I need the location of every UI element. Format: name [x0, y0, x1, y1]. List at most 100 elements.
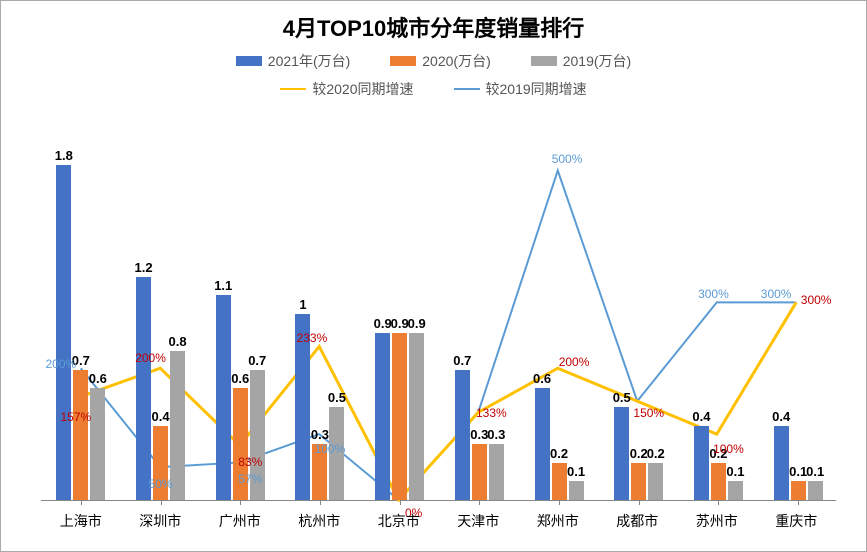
x-axis: 上海市深圳市广州市杭州市北京市天津市郑州市成都市苏州市重庆市 — [41, 511, 836, 531]
bar-value-label: 0.6 — [533, 371, 551, 386]
legend-swatch-line — [280, 88, 306, 90]
legend-swatch-line — [454, 88, 480, 90]
x-axis-label: 北京市 — [359, 511, 439, 531]
growth-label: 133% — [476, 406, 507, 420]
growth-label: 200% — [135, 351, 166, 365]
bar — [694, 426, 709, 500]
bar-value-label: 0.6 — [231, 371, 249, 386]
legend-swatch — [236, 56, 262, 66]
bar — [614, 407, 629, 500]
bar — [631, 463, 646, 500]
bar — [56, 165, 71, 500]
bar — [472, 444, 487, 500]
growth-label: 200% — [559, 355, 590, 369]
legend-item: 2020(万台) — [390, 51, 490, 71]
x-axis-label: 重庆市 — [757, 511, 837, 531]
bar-value-label: 0.6 — [89, 371, 107, 386]
bar-value-label: 0.5 — [328, 390, 346, 405]
growth-label: 300% — [761, 287, 792, 301]
bar-group: 0.90.90.9 — [360, 131, 440, 500]
growth-label: 83% — [238, 455, 262, 469]
bar-value-label: 1.2 — [134, 260, 152, 275]
x-tick — [798, 500, 799, 505]
growth-label: 100% — [713, 442, 744, 456]
bar — [392, 333, 407, 500]
legend: 2021年(万台) 2020(万台) 2019(万台) 较2020同期增速 较2019同… — [88, 51, 780, 99]
bar-group: 0.50.20.2 — [599, 131, 679, 500]
bar-group: 1.80.70.6 — [41, 131, 121, 500]
growth-label: 100% — [315, 442, 346, 456]
bar — [648, 463, 663, 500]
bar-value-label: 1.1 — [214, 278, 232, 293]
bar — [216, 295, 231, 500]
bar-value-label: 0.9 — [391, 316, 409, 331]
legend-label: 2020(万台) — [422, 51, 490, 71]
bar-value-label: 0.3 — [311, 427, 329, 442]
growth-label: 233% — [297, 331, 328, 345]
x-axis-label: 广州市 — [200, 511, 280, 531]
legend-item: 较2020同期增速 — [280, 79, 413, 99]
x-axis-label: 深圳市 — [121, 511, 201, 531]
x-axis-label: 上海市 — [41, 511, 121, 531]
bar-value-label: 0.4 — [692, 409, 710, 424]
bar-value-label: 1 — [299, 297, 306, 312]
bar — [808, 481, 823, 500]
bar — [774, 426, 789, 500]
bar — [455, 370, 470, 500]
chart-title: 4月TOP10城市分年度销量排行 — [1, 1, 866, 43]
bar-group: 0.7 0.30.3 — [440, 131, 520, 500]
bar-value-label: 0.3 — [470, 427, 488, 442]
bar — [535, 388, 550, 500]
legend-label: 较2020同期增速 — [312, 79, 413, 99]
x-tick — [559, 500, 560, 505]
x-tick — [320, 500, 321, 505]
growth-label: 200% — [45, 357, 76, 371]
bar-value-label: 0.5 — [613, 390, 631, 405]
x-axis-label: 成都市 — [598, 511, 678, 531]
x-axis-label: 郑州市 — [518, 511, 598, 531]
bar-value-label: 1.8 — [55, 148, 73, 163]
bar-value-label: 0.2 — [647, 446, 665, 461]
bar — [711, 463, 726, 500]
bar-value-label: 0.9 — [408, 316, 426, 331]
chart-container: 4月TOP10城市分年度销量排行 2021年(万台) 2020(万台) 2019(万… — [0, 0, 867, 552]
legend-item: 较2019同期增速 — [454, 79, 587, 99]
bar-value-label: 0.4 — [772, 409, 790, 424]
legend-label: 2019(万台) — [563, 51, 631, 71]
bar — [489, 444, 504, 500]
bar-group: 0.40.10.1 — [758, 131, 838, 500]
bar — [90, 388, 105, 500]
bar — [569, 481, 584, 500]
x-axis-label: 天津市 — [439, 511, 519, 531]
growth-label: 157% — [60, 410, 91, 424]
growth-label: 500% — [552, 152, 583, 166]
bar-value-label: 0.1 — [726, 464, 744, 479]
x-tick — [479, 500, 480, 505]
bar-value-label: 0.4 — [151, 409, 169, 424]
bar-value-label: 0.1 — [567, 464, 585, 479]
legend-label: 2021年(万台) — [268, 51, 350, 71]
legend-item: 2021年(万台) — [236, 51, 350, 71]
bar-group: 1.20.40.8 — [121, 131, 201, 500]
x-tick — [718, 500, 719, 505]
bar-value-label: 0.7 — [453, 353, 471, 368]
plot-area: 1.80.70.61.20.40.81.10.60.710.30.50.90.9… — [41, 131, 836, 501]
bar-group: 0.6 0.2 0.1 — [519, 131, 599, 500]
growth-label: 300% — [801, 293, 832, 307]
bar-value-label: 0.1 — [806, 464, 824, 479]
growth-label: 50% — [149, 477, 173, 491]
x-tick — [240, 500, 241, 505]
bar-value-label: 0.3 — [487, 427, 505, 442]
bar-value-label: 0.2 — [550, 446, 568, 461]
x-axis-label: 苏州市 — [677, 511, 757, 531]
bar — [136, 277, 151, 500]
bar-value-label: 0.9 — [374, 316, 392, 331]
growth-label: 300% — [698, 287, 729, 301]
bar — [728, 481, 743, 500]
bar — [791, 481, 806, 500]
legend-item: 2019(万台) — [531, 51, 631, 71]
x-tick — [639, 500, 640, 505]
x-axis-label: 杭州市 — [280, 511, 360, 531]
bar-value-label: 0.7 — [248, 353, 266, 368]
x-tick — [400, 500, 401, 505]
